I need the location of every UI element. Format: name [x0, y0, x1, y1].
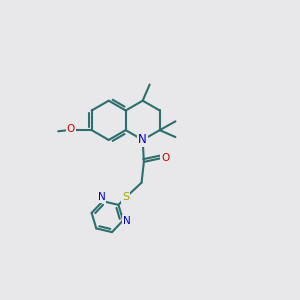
Text: O: O	[67, 124, 75, 134]
Text: N: N	[138, 134, 147, 146]
Text: S: S	[122, 192, 129, 202]
Text: N: N	[98, 192, 105, 202]
Text: O: O	[161, 153, 169, 163]
Text: N: N	[123, 216, 131, 226]
